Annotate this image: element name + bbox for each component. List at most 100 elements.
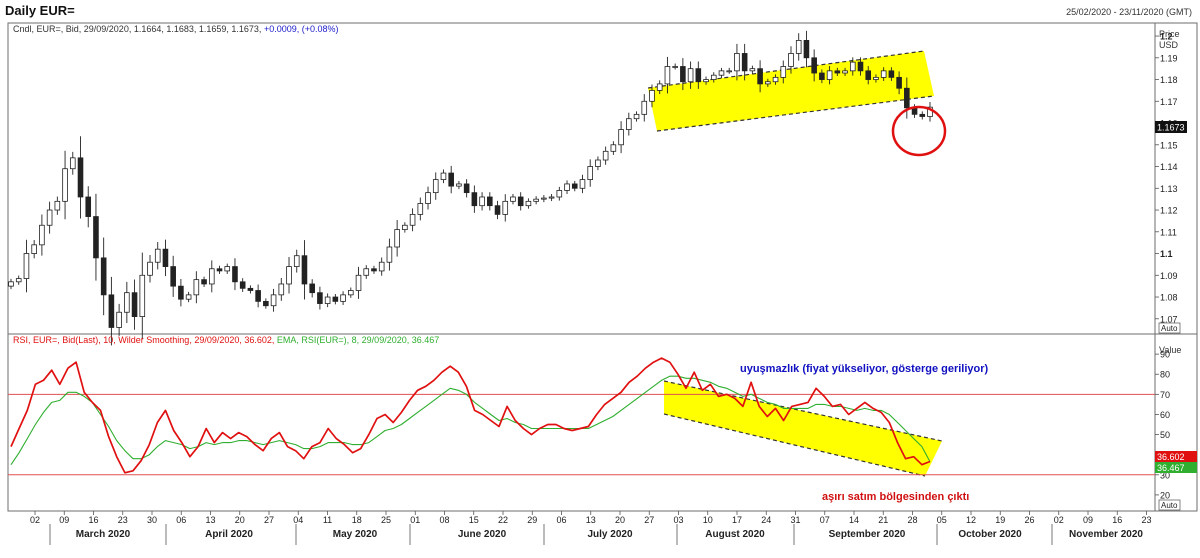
candle-body [502,200,509,215]
candle-body [124,292,130,313]
candle-body [348,290,354,296]
candle-body [309,283,315,294]
candle-body [116,311,122,328]
candle-body [39,224,45,246]
month-label: March 2020 [76,529,131,540]
rsi-legend-rsi: RSI, EUR=, Bid(Last), 10, Wilder Smoothi… [13,335,277,345]
rsi-tick-label: 30 [1160,470,1170,480]
rsi-legend: RSI, EUR=, Bid(Last), 10, Wilder Smoothi… [13,335,439,345]
candle-body [193,279,200,296]
month-label: June 2020 [458,529,507,540]
rsi-legend-ema: EMA, RSI(EUR=), 8, 29/09/2020, 36.467 [277,335,439,345]
current-price-marker [1155,121,1187,133]
price-axis-frame [1154,22,1198,335]
candle-body [162,248,169,267]
candle-body [425,192,431,204]
candle-body [147,261,153,276]
candle-body [479,196,485,207]
x-tick-label: 06 [176,515,186,525]
price-tick-label: 1.15 [1160,140,1178,150]
candle-body [23,253,30,279]
rsi-lines [8,357,1155,476]
candle-body [672,66,678,68]
rsi-value-marker [1155,451,1197,462]
x-tick-label: 23 [118,515,128,525]
candle-body [278,283,285,296]
candle-body [46,209,53,226]
x-tick-label: 30 [147,515,157,525]
candle-body [533,198,539,202]
candle-body [108,294,115,328]
price-axis-unit: USD [1159,40,1179,50]
candle-body [8,281,14,287]
candle-body [525,200,532,207]
x-tick-label: 06 [556,515,566,525]
x-tick-label: 31 [790,515,800,525]
candle-body [494,205,501,215]
oversold-annotation: aşırı satım bölgesinden çıktı [822,491,969,503]
candle-body [409,213,416,226]
candle-body [54,200,61,211]
month-label: May 2020 [333,529,378,540]
candle-body [749,68,756,72]
candle-body [178,285,184,300]
candle-body [355,274,362,291]
price-legend-change: +0.0009, (+0.08%) [264,24,339,34]
candle-body [780,66,787,78]
x-tick-label: 27 [264,515,274,525]
candle-body [517,196,524,207]
price-tick-label: 1.19 [1160,53,1178,63]
candle-body [510,196,516,202]
rsi-auto-button[interactable] [1158,499,1181,511]
candle-body [649,90,655,102]
rsi-channel-lower-line [663,413,926,477]
candle-body [402,224,408,231]
candle-body [873,76,879,80]
x-tick-label: 20 [235,515,245,525]
x-tick-label: 22 [498,515,508,525]
x-tick-label: 29 [527,515,537,525]
rsi-tick-label: 90 [1160,350,1170,360]
month-label: November 2020 [1069,529,1143,540]
candle-body [687,68,694,83]
candle-body [556,190,563,198]
x-tick-label: 08 [439,515,449,525]
candle-body [255,290,261,302]
x-tick-label: 13 [205,515,215,525]
candle-body [571,183,578,189]
candle-body [888,70,895,78]
price-tick-label: 1.09 [1160,271,1178,281]
candle-body [664,66,671,85]
candle-body [680,66,686,83]
price-auto-button[interactable] [1158,322,1181,334]
candle-body [788,53,794,67]
x-tick-label: 02 [30,515,40,525]
x-tick-label: 16 [1112,515,1122,525]
x-tick-label: 11 [323,515,332,525]
candle-body [842,70,848,74]
candle-body [448,172,454,187]
candle-body [363,268,370,276]
price-axis-title: Price [1159,29,1180,39]
candle-body [641,100,648,115]
candle-body [185,294,192,300]
date-range: 25/02/2020 - 23/11/2020 (GMT) [1066,7,1192,17]
price-legend-prefix: Cndl, EUR=, Bid, 29/09/2020, 1.1664, 1.1… [13,24,264,34]
candle-body [710,74,717,80]
x-tick-label: 05 [937,515,947,525]
rsi-tick-label: 70 [1160,390,1170,400]
x-tick-label: 27 [644,515,654,525]
current-price-label: 1.1673 [1157,123,1185,133]
candle-body [394,229,400,248]
candle-body [834,70,841,74]
candle-body [139,274,146,318]
candle-body [456,183,462,187]
rsi-channel-upper-line [663,380,943,442]
candle-body [432,179,439,194]
x-tick-label: 12 [966,515,976,525]
candle-body [703,79,709,83]
channel-lower-line [656,95,935,132]
candle-body [811,57,817,74]
x-tick-label: 21 [878,515,888,525]
